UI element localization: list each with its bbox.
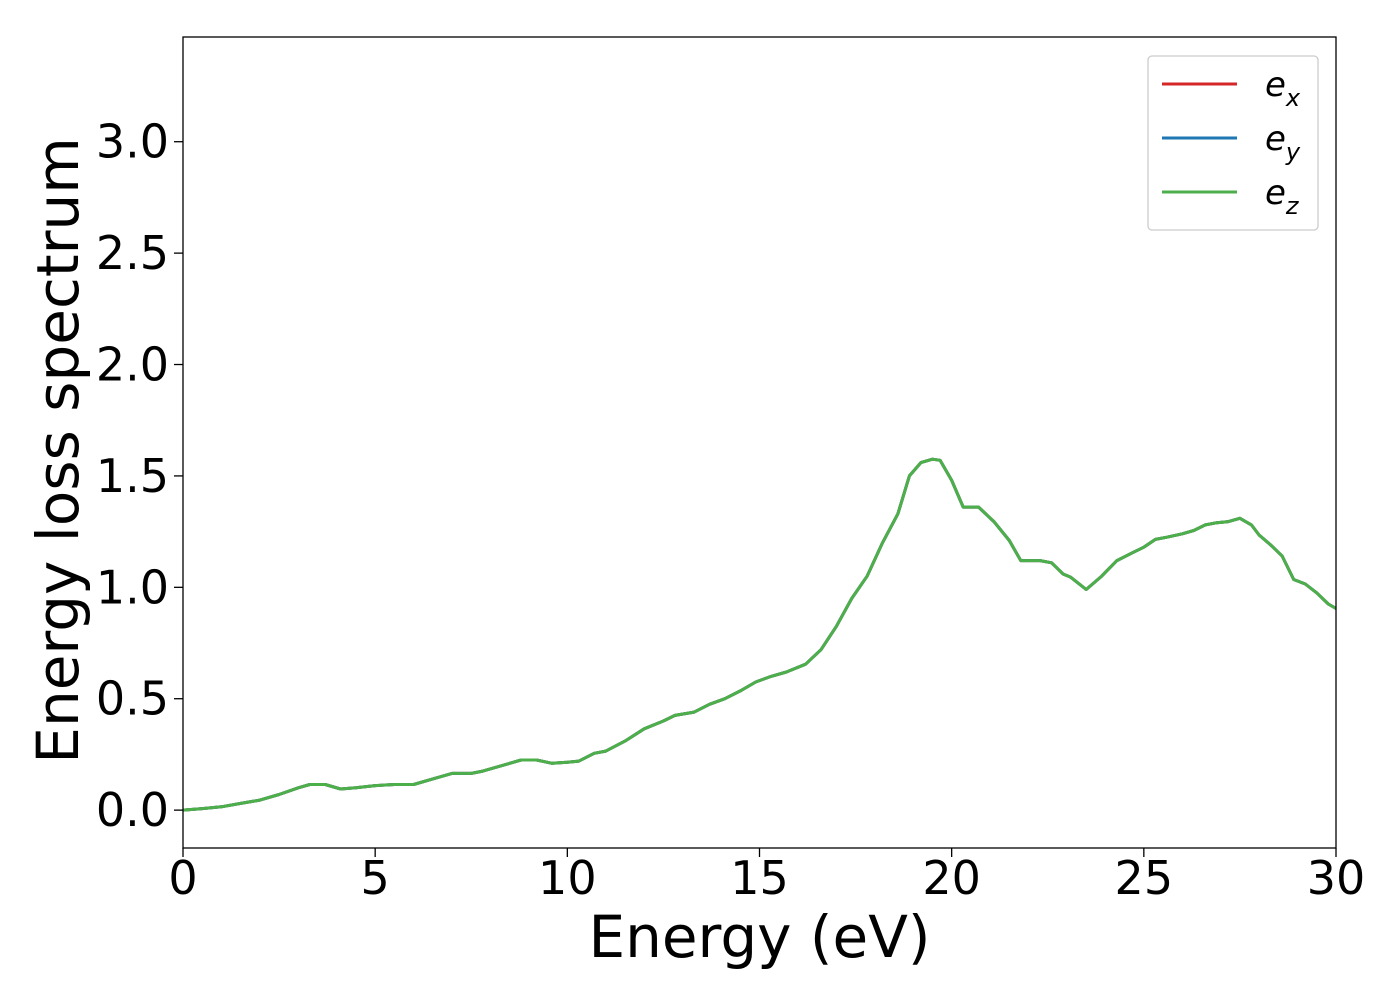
y-tick-label: 0.0 bbox=[96, 783, 169, 837]
y-axis-ticks: 0.0 0.5 1.0 1.5 2.0 2.5 3.0 bbox=[96, 115, 183, 837]
y-tick-label: 1.0 bbox=[96, 560, 169, 614]
x-tick-label: 5 bbox=[361, 851, 390, 905]
y-tick-label: 0.5 bbox=[96, 672, 169, 726]
x-tick-label: 25 bbox=[1115, 851, 1174, 905]
series-line-ex bbox=[183, 457, 1336, 812]
y-tick-label: 2.0 bbox=[96, 338, 169, 392]
x-tick-label: 0 bbox=[168, 851, 197, 905]
series-line-ey bbox=[183, 457, 1336, 812]
series-line-ez bbox=[183, 457, 1336, 812]
y-tick-label: 1.5 bbox=[96, 449, 169, 503]
x-tick-label: 10 bbox=[538, 851, 597, 905]
y-tick-label: 2.5 bbox=[96, 226, 169, 280]
series-layer bbox=[183, 457, 1336, 812]
y-axis-label: Energy loss spectrum bbox=[24, 137, 92, 763]
x-tick-label: 30 bbox=[1307, 851, 1366, 905]
x-tick-label: 20 bbox=[922, 851, 981, 905]
legend-box bbox=[1147, 55, 1319, 231]
x-tick-label: 15 bbox=[730, 851, 789, 905]
x-axis-ticks: 0 5 10 15 20 25 30 bbox=[168, 848, 1365, 905]
y-tick-label: 3.0 bbox=[96, 115, 169, 169]
x-axis-label: Energy (eV) bbox=[588, 903, 930, 971]
